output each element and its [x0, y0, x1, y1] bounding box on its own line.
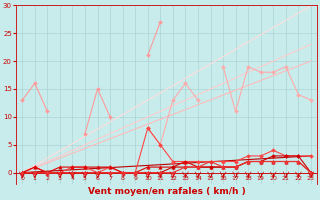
X-axis label: Vent moyen/en rafales ( km/h ): Vent moyen/en rafales ( km/h ) [88, 187, 245, 196]
